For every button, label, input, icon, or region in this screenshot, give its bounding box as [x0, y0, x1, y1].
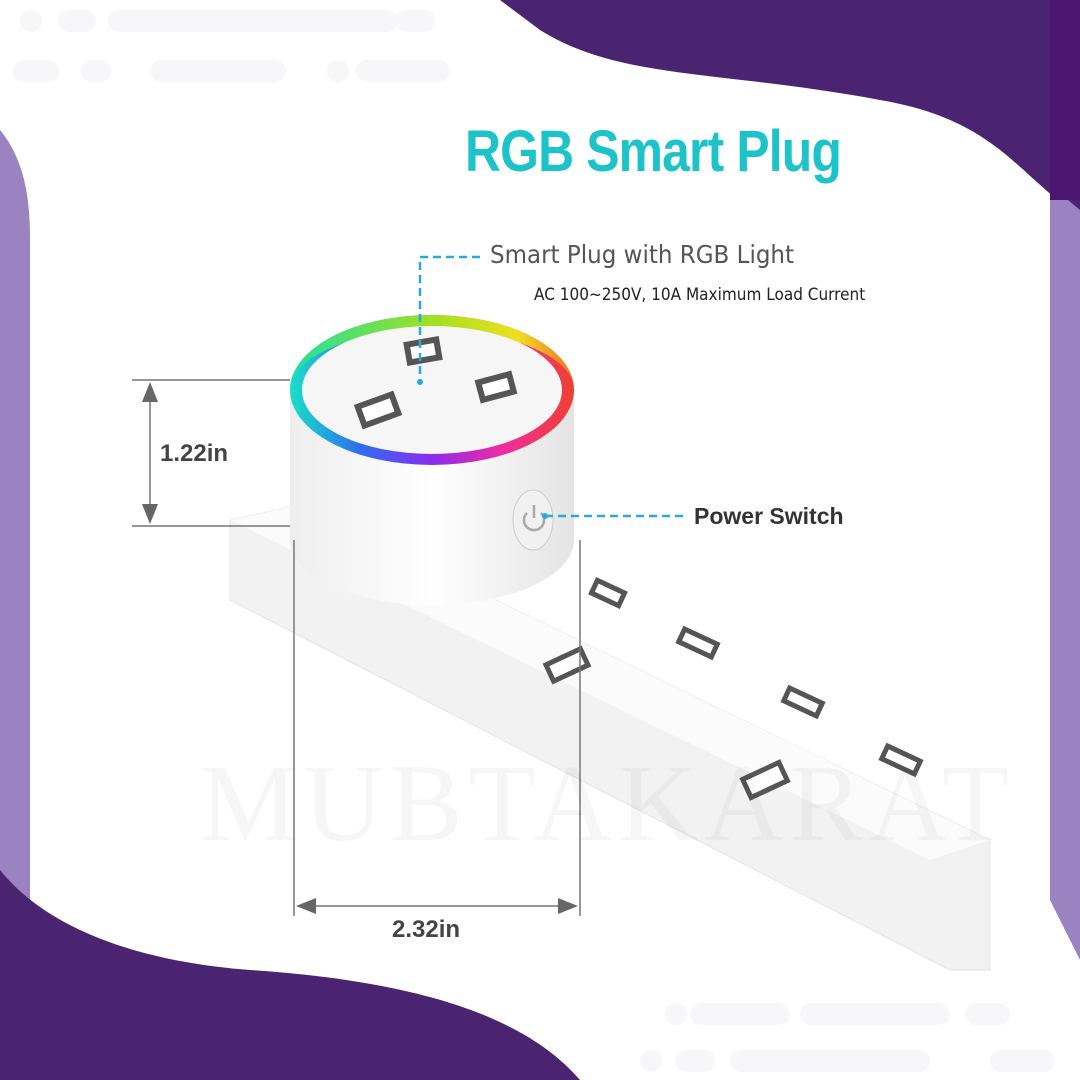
callout-spec: AC 100~250V, 10A Maximum Load Current	[534, 285, 866, 305]
purple-blob-top-right	[500, 0, 1080, 215]
height-dimension-label: 1.22in	[160, 440, 229, 467]
callout-lines	[418, 255, 685, 518]
callout-power-switch: Power Switch	[694, 503, 844, 529]
watermark: MUBTAKARAT	[200, 740, 1015, 867]
purple-edge-right	[1050, 0, 1080, 200]
decor-dots	[13, 10, 1055, 1072]
purple-strip-left	[0, 130, 30, 900]
smart-plug	[290, 315, 574, 605]
purple-blob-bottom-left	[0, 870, 580, 1080]
width-dimension-label: 2.32in	[392, 916, 461, 943]
callout-rgb-light: Smart Plug with RGB Light	[490, 240, 795, 269]
page-title: RGB Smart Plug	[465, 119, 842, 184]
dimension-lines	[132, 379, 581, 916]
purple-strip-right	[1050, 185, 1080, 960]
